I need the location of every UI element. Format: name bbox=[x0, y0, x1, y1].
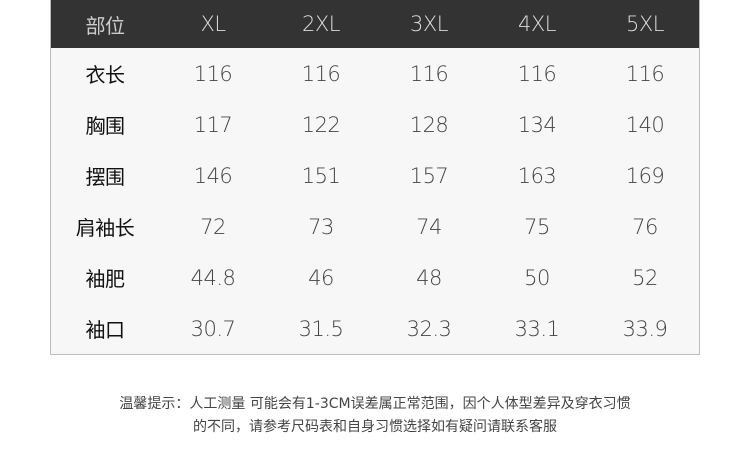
row-label: 摆围 bbox=[85, 165, 126, 189]
table-cell: 50 bbox=[524, 265, 550, 290]
table-cell: 116 bbox=[301, 61, 341, 86]
row-label: 胸围 bbox=[85, 114, 126, 138]
table-row: 衣长 116 116 116 116 116 bbox=[51, 48, 699, 99]
table-cell: 151 bbox=[301, 163, 341, 188]
row-label: 肩袖长 bbox=[75, 216, 135, 240]
header-cell-size: 5XL bbox=[626, 12, 664, 36]
row-label: 袖肥 bbox=[85, 267, 126, 291]
table-cell: 169 bbox=[625, 163, 665, 188]
row-label: 袖口 bbox=[85, 318, 126, 342]
header-cell-part: 部位 bbox=[85, 13, 126, 38]
note-line-2: 的不同，请参考尺码表和自身习惯选择如有疑问请联系客服 bbox=[193, 419, 557, 435]
table-row: 胸围 117 122 128 134 140 bbox=[51, 99, 699, 150]
table-cell: 117 bbox=[193, 112, 233, 137]
table-cell: 46 bbox=[308, 265, 334, 290]
table-cell: 73 bbox=[308, 214, 334, 239]
table-cell: 30.7 bbox=[190, 316, 236, 341]
measurement-note: 温馨提示：人工测量 可能会有1-3CM误差属正常范围，因个人体型差异及穿衣习惯 … bbox=[0, 393, 750, 439]
table-cell: 44.8 bbox=[190, 265, 236, 290]
table-cell: 134 bbox=[517, 112, 557, 137]
table-cell: 146 bbox=[193, 163, 233, 188]
table-cell: 116 bbox=[409, 61, 449, 86]
table-cell: 48 bbox=[416, 265, 442, 290]
table-cell: 72 bbox=[200, 214, 226, 239]
size-chart-table: 部位 XL 2XL 3XL 4XL 5XL 衣长 116 116 116 116 116 胸… bbox=[50, 0, 700, 355]
table-cell: 75 bbox=[524, 214, 550, 239]
table-row: 袖肥 44.8 46 48 50 52 bbox=[51, 252, 699, 303]
table-cell: 140 bbox=[625, 112, 665, 137]
table-cell: 157 bbox=[409, 163, 449, 188]
table-row: 肩袖长 72 73 74 75 76 bbox=[51, 201, 699, 252]
header-cell-size: 3XL bbox=[410, 12, 448, 36]
table-header-row: 部位 XL 2XL 3XL 4XL 5XL bbox=[51, 0, 699, 48]
table-cell: 52 bbox=[632, 265, 658, 290]
table-cell: 76 bbox=[632, 214, 658, 239]
note-line-1: 温馨提示：人工测量 可能会有1-3CM误差属正常范围，因个人体型差异及穿衣习惯 bbox=[119, 396, 631, 412]
table-cell: 163 bbox=[517, 163, 557, 188]
header-cell-size: XL bbox=[200, 12, 226, 36]
header-cell-size: 4XL bbox=[518, 12, 556, 36]
table-cell: 33.9 bbox=[622, 316, 668, 341]
table-cell: 116 bbox=[517, 61, 557, 86]
table-cell: 74 bbox=[416, 214, 442, 239]
table-cell: 116 bbox=[625, 61, 665, 86]
table-row: 袖口 30.7 31.5 32.3 33.1 33.9 bbox=[51, 303, 699, 354]
table-cell: 122 bbox=[301, 112, 341, 137]
row-label: 衣长 bbox=[85, 63, 126, 87]
table-cell: 32.3 bbox=[406, 316, 452, 341]
table-cell: 128 bbox=[409, 112, 449, 137]
header-cell-size: 2XL bbox=[302, 12, 340, 36]
table-cell: 33.1 bbox=[514, 316, 560, 341]
table-row: 摆围 146 151 157 163 169 bbox=[51, 150, 699, 201]
table-cell: 116 bbox=[193, 61, 233, 86]
table-cell: 31.5 bbox=[298, 316, 344, 341]
